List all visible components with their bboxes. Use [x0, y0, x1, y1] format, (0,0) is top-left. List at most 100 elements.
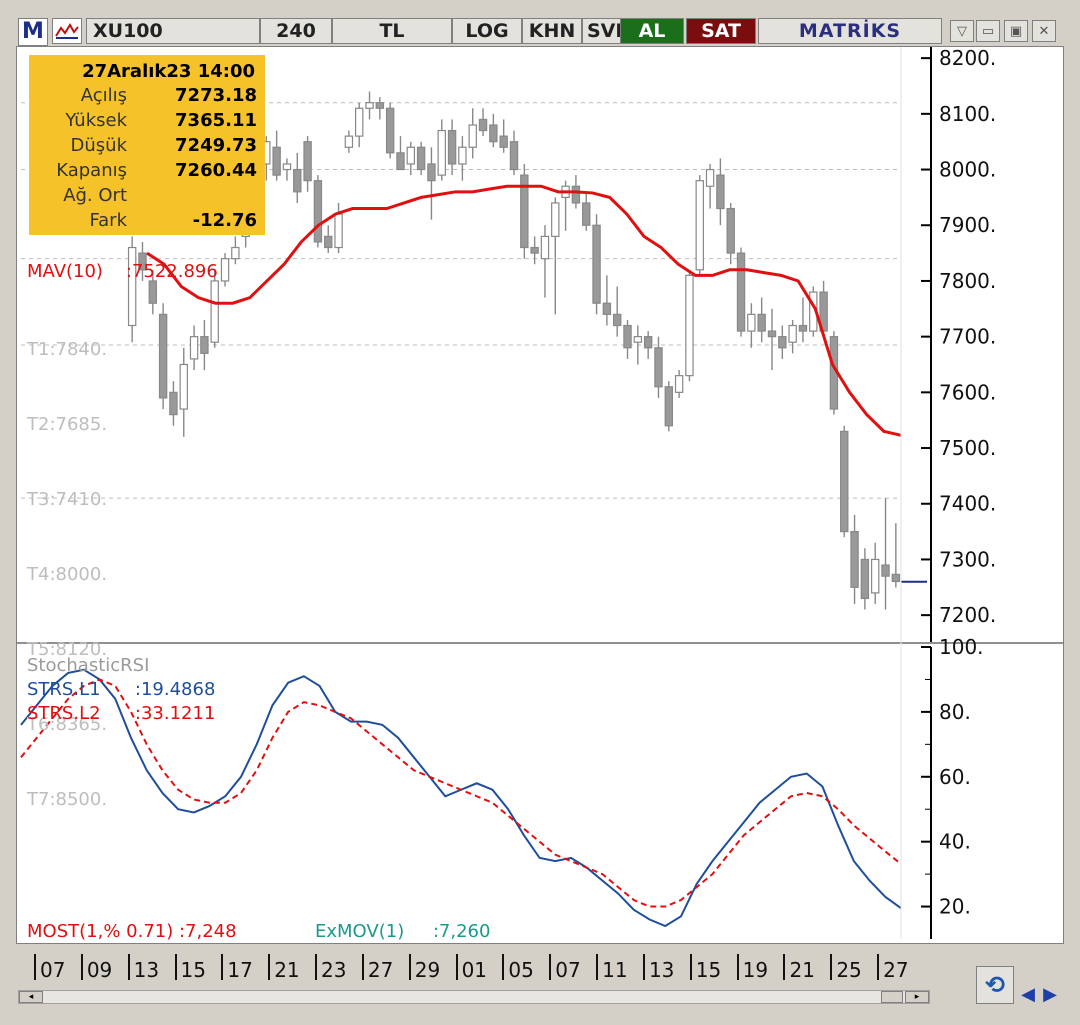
symbol-field[interactable]: XU100 [86, 18, 260, 44]
date-tick-label: 01 [455, 954, 487, 982]
date-tick-label: 11 [596, 954, 628, 982]
nav-right-icon[interactable]: ▶ [1043, 983, 1057, 1005]
info-row: Ağ. Ort [29, 183, 265, 208]
target-list: T1:7840. T2:7685. T3:7410. T4:8000. T5:8… [27, 287, 107, 862]
maximize-icon[interactable]: ▣ [1004, 20, 1028, 42]
candle [210, 269, 219, 348]
chart-type-icon[interactable] [52, 18, 82, 44]
stoch-l2-label[interactable]: STRS.L2 :33.1211 [27, 703, 215, 724]
candle [778, 325, 787, 359]
candle-body [695, 180, 704, 271]
nav-left-icon[interactable]: ◀ [1021, 983, 1035, 1005]
chart-canvas[interactable]: 8200. 8100. 8000. 7900. 7800. 7700. 7600. 7500.… [17, 47, 1063, 943]
candle [726, 202, 735, 265]
candle-body [385, 107, 395, 154]
candle-body [499, 135, 508, 148]
candle-body [447, 129, 457, 165]
candle [478, 108, 488, 137]
candle-body [158, 313, 168, 399]
price-tick-label: 7800. [939, 269, 996, 293]
exmov-value: :7,260 [432, 921, 491, 942]
minimize-icon[interactable]: ▭ [976, 20, 1000, 42]
candle-body [582, 202, 591, 226]
date-tick [408, 954, 411, 980]
price-tick-label: 7200. [939, 603, 996, 627]
target-level: T2:7685. [27, 414, 108, 435]
candle [231, 236, 240, 265]
candle [767, 308, 777, 371]
stoch-title: StochasticRSI [27, 655, 150, 676]
candle [736, 247, 746, 337]
l2-name: STRS.L2 [27, 703, 101, 724]
period-button[interactable]: 240 [260, 18, 332, 44]
candle-body [540, 235, 550, 260]
candle-body [200, 336, 209, 354]
candle-body [778, 336, 787, 349]
candle [148, 269, 158, 315]
candle-body [767, 330, 777, 338]
candle [220, 253, 230, 287]
target-level: T6:8365. [27, 714, 108, 735]
candle [891, 523, 901, 588]
candle-body [324, 235, 333, 249]
date-tick [642, 954, 645, 980]
scroll-thumb[interactable] [881, 991, 903, 1003]
date-tick [80, 954, 83, 980]
candle-body [127, 246, 137, 327]
chart-frame[interactable]: 8200. 8100. 8000. 7900. 7800. 7700. 7600. 7500.… [16, 46, 1064, 944]
candle-body [478, 118, 488, 132]
mav-value: :7522.896 [125, 261, 218, 282]
most-label[interactable]: MOST(1,% 0.71) :7,248 [27, 921, 237, 942]
candle [437, 119, 446, 181]
info-row: Kapanış 7260.44 [29, 158, 265, 183]
candle [881, 498, 890, 610]
candle [643, 331, 653, 359]
price-tick-label: 7400. [939, 492, 996, 516]
log-button[interactable]: LOG [452, 18, 522, 44]
candle [138, 241, 147, 281]
candle-body [881, 564, 890, 577]
khn-button[interactable]: KHN [522, 18, 582, 44]
buy-button[interactable]: AL [620, 18, 684, 44]
date-tick [689, 954, 692, 980]
candle [654, 336, 663, 398]
dropdown-icon[interactable]: ▽ [950, 20, 974, 42]
candle [850, 514, 859, 605]
sync-icon[interactable]: ⟲ [976, 966, 1014, 1004]
candle-body [489, 124, 498, 143]
stoch-tick-label: 100. [939, 635, 984, 659]
candle-body [138, 252, 147, 271]
price-tick-label: 7300. [939, 547, 996, 571]
date-tick-label: 21 [268, 954, 300, 982]
svi-button[interactable]: SVI [582, 18, 622, 44]
date-tick-label: 25 [830, 954, 862, 982]
exmov-label[interactable]: ExMOV(1) :7,260 [315, 921, 490, 942]
price-tick-label: 7900. [939, 213, 996, 237]
date-tick [549, 954, 552, 980]
candle-body [148, 280, 158, 304]
price-tick-label: 7500. [939, 436, 996, 460]
date-tick [268, 954, 271, 980]
stoch-l1-label[interactable]: STRS.L1 :19.4868 [27, 679, 215, 700]
candle [406, 141, 416, 176]
l2-value: :33.1211 [134, 703, 216, 724]
scroll-right-icon[interactable]: ▸ [905, 991, 929, 1003]
candle-body [303, 141, 312, 182]
sell-button[interactable]: SAT [686, 18, 756, 44]
date-tick [596, 954, 599, 980]
candle-body [365, 102, 374, 109]
candle-body [870, 558, 880, 594]
info-value: 7365.11 [175, 110, 257, 131]
close-icon[interactable]: ✕ [1032, 20, 1056, 42]
scroll-left-icon[interactable]: ◂ [19, 991, 43, 1003]
info-label: Ağ. Ort [63, 185, 127, 206]
candle-body [437, 129, 446, 176]
candle [447, 119, 457, 176]
mav-label[interactable]: MAV(10) :7522.896 [27, 261, 218, 282]
horizontal-scrollbar[interactable]: ◂ ▸ [18, 990, 930, 1004]
candle-body [716, 174, 725, 210]
currency-button[interactable]: TL [332, 18, 452, 44]
date-tick [34, 954, 36, 980]
matriks-logo[interactable]: M [18, 18, 48, 46]
info-value: -12.76 [192, 210, 257, 231]
